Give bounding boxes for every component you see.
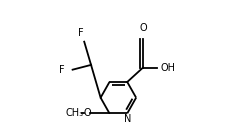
Text: OH: OH	[161, 63, 176, 73]
Text: F: F	[59, 65, 65, 75]
Text: N: N	[124, 114, 131, 124]
Text: F: F	[78, 28, 84, 38]
Text: CH₃: CH₃	[66, 108, 84, 118]
Text: O: O	[83, 108, 91, 118]
Text: O: O	[139, 23, 147, 34]
